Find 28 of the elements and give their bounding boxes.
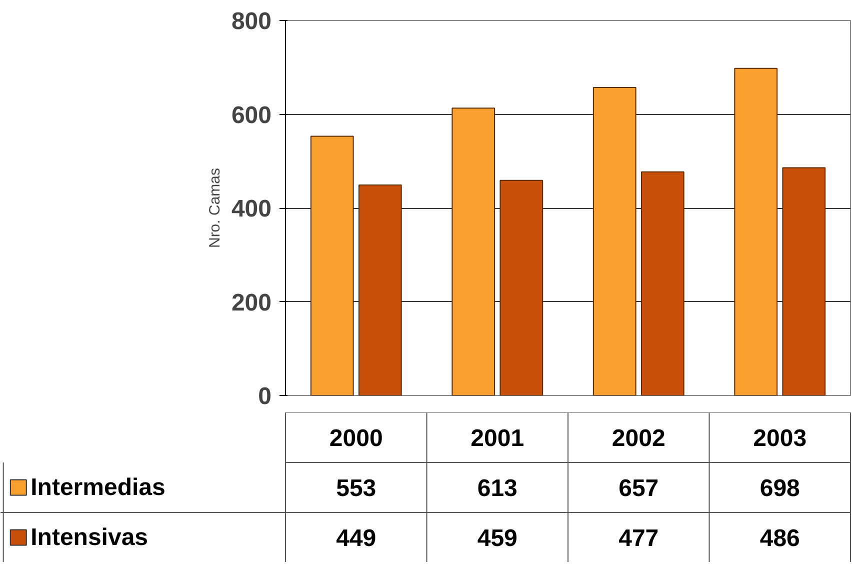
x-tick-label: 2002	[612, 425, 666, 452]
x-tick-label: 2001	[470, 425, 524, 452]
data-label: 477	[618, 525, 659, 552]
bar	[592, 87, 636, 396]
bar	[500, 180, 544, 396]
legend-label: Intermedias	[30, 474, 166, 501]
y-tick-label: 200	[231, 289, 272, 316]
bar	[782, 167, 826, 396]
x-tick-label: 2003	[753, 425, 807, 452]
bar	[640, 171, 684, 396]
bar	[358, 184, 402, 396]
bar	[310, 136, 354, 396]
data-label: 449	[336, 525, 376, 552]
data-label: 698	[760, 475, 800, 502]
y-tick-label: 0	[258, 383, 272, 410]
y-tick-label: 400	[231, 196, 272, 222]
data-label: 553	[336, 475, 376, 502]
data-label: 459	[477, 525, 518, 552]
y-tick-label: 800	[231, 8, 272, 35]
x-tick-label: 2000	[329, 425, 383, 452]
y-axis-title: Nro. Camas	[206, 168, 224, 248]
data-label: 486	[760, 525, 800, 552]
bar	[734, 68, 778, 396]
y-tick-label: 600	[231, 102, 272, 129]
legend-label: Intensivas	[30, 524, 148, 551]
data-label: 613	[477, 475, 518, 502]
bar	[452, 108, 496, 396]
data-label: 657	[618, 475, 659, 502]
